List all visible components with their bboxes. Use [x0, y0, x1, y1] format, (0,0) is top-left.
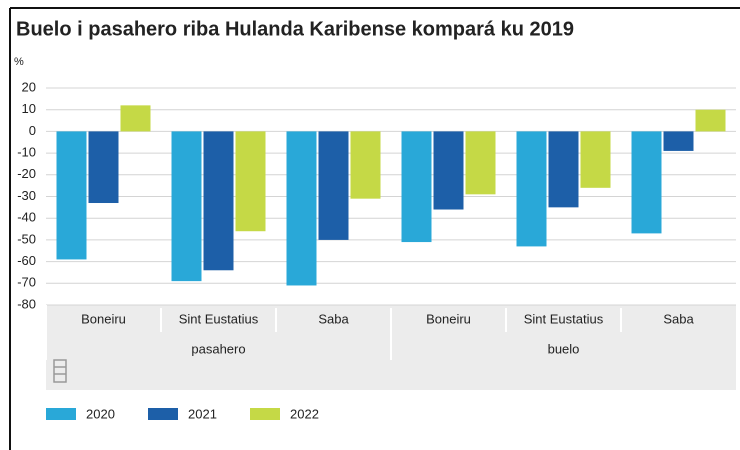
bar	[120, 105, 151, 132]
y-tick-label: 20	[22, 79, 36, 94]
bar	[548, 131, 579, 208]
bar	[663, 131, 694, 151]
legend-label: 2022	[290, 406, 319, 421]
x-tick-label: Boneiru	[81, 311, 126, 326]
x-tick-label: Saba	[663, 311, 694, 326]
bar	[286, 131, 317, 286]
y-tick-label: -30	[17, 188, 36, 203]
legend-swatch	[250, 408, 280, 420]
y-tick-label: -10	[17, 145, 36, 160]
legend-swatch	[46, 408, 76, 420]
bar	[56, 131, 87, 260]
bar	[465, 131, 496, 195]
logo	[53, 359, 67, 383]
bar	[350, 131, 381, 199]
y-tick-label: 0	[29, 123, 36, 138]
y-tick-label: -80	[17, 296, 36, 311]
y-axis-label: %	[14, 56, 24, 68]
legend-swatch	[148, 408, 178, 420]
bar	[695, 109, 726, 132]
x-tick-label: Sint Eustatius	[524, 311, 604, 326]
chart-title: Buelo i pasahero riba Hulanda Karibense …	[16, 18, 574, 40]
y-tick-label: -40	[17, 210, 36, 225]
legend-label: 2021	[188, 406, 217, 421]
bar	[235, 131, 266, 232]
bar	[580, 131, 611, 188]
bar	[433, 131, 464, 210]
bar	[631, 131, 662, 234]
y-tick-label: -60	[17, 253, 36, 268]
bar	[88, 131, 119, 204]
x-tick-label: Sint Eustatius	[179, 311, 259, 326]
bar	[171, 131, 202, 282]
x-tick-label: Saba	[318, 311, 349, 326]
legend-label: 2020	[86, 406, 115, 421]
group-label: buelo	[548, 341, 580, 356]
group-label: pasahero	[191, 341, 245, 356]
x-tick-label: Boneiru	[426, 311, 471, 326]
bar	[401, 131, 432, 243]
y-tick-label: -70	[17, 275, 36, 290]
y-tick-label: -20	[17, 166, 36, 181]
bar	[516, 131, 547, 247]
y-tick-label: -50	[17, 231, 36, 246]
y-tick-label: 10	[22, 101, 36, 116]
bar	[318, 131, 349, 240]
bar	[203, 131, 234, 271]
